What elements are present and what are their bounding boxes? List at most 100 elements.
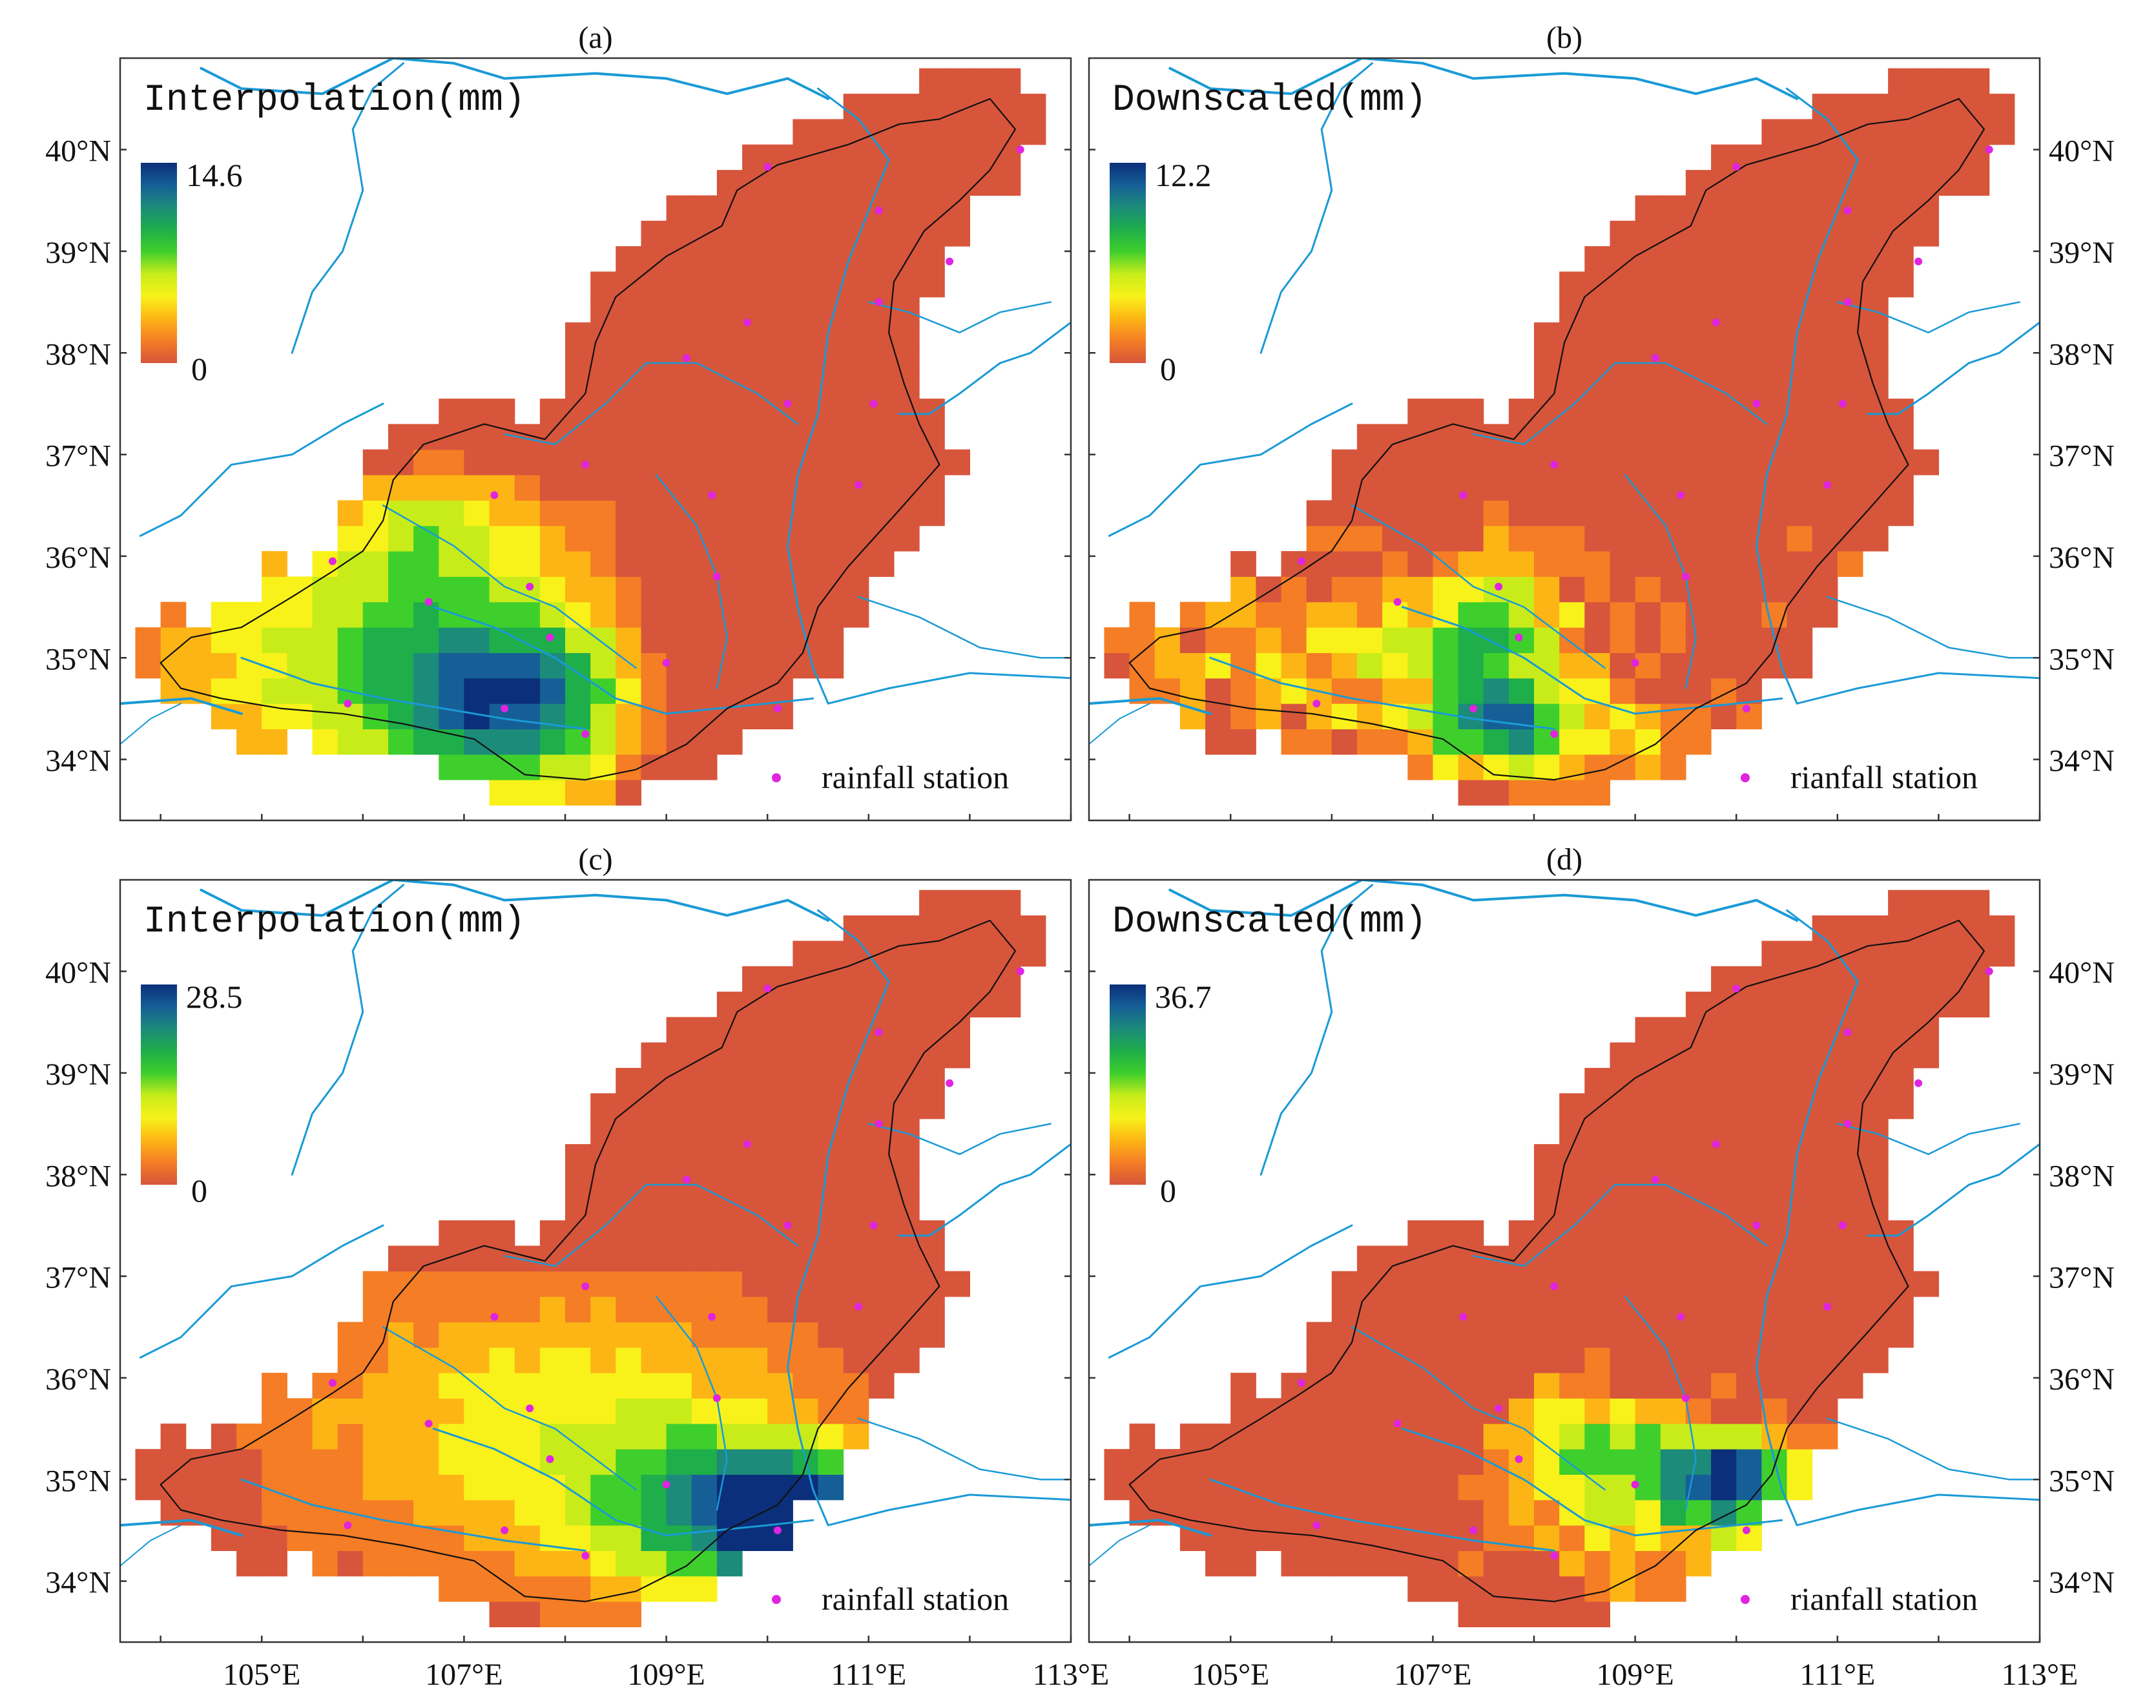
grid-cell xyxy=(616,373,641,399)
grid-cell xyxy=(1863,373,1889,399)
grid-cell xyxy=(590,500,616,526)
grid-cell xyxy=(1913,966,1939,992)
grid-cell xyxy=(944,890,970,916)
grid-cell xyxy=(439,1347,464,1373)
grid-cell xyxy=(691,1373,718,1399)
grid-cell xyxy=(691,1144,718,1170)
river-line xyxy=(787,909,1071,1526)
grid-cell xyxy=(894,1297,920,1322)
grid-cell xyxy=(1205,1423,1231,1450)
grid-cell xyxy=(742,1499,768,1526)
grid-cell xyxy=(1787,1042,1813,1068)
grid-cell xyxy=(641,1245,667,1272)
grid-cell xyxy=(312,678,338,704)
grid-cell xyxy=(1635,1118,1661,1145)
grid-cell xyxy=(590,576,616,603)
grid-cell xyxy=(666,576,692,603)
grid-cell xyxy=(1610,297,1636,323)
grid-cell xyxy=(666,246,692,272)
map-content xyxy=(120,880,1071,1627)
grid-cell xyxy=(1559,1118,1585,1145)
grid-cell xyxy=(185,1449,212,1475)
precipitation-grid xyxy=(135,68,1046,806)
grid-cell xyxy=(969,68,996,94)
grid-cell xyxy=(1508,1322,1535,1348)
grid-cell xyxy=(1610,1297,1636,1322)
grid-cell xyxy=(1863,144,1889,171)
grid-cell xyxy=(616,1322,641,1348)
grid-cell xyxy=(337,627,364,653)
grid-cell xyxy=(641,1042,667,1068)
grid-cell xyxy=(1534,322,1560,348)
grid-cell xyxy=(995,966,1021,992)
grid-cell xyxy=(413,1297,439,1322)
grid-cell xyxy=(894,220,920,247)
river-line xyxy=(867,301,1052,334)
grid-cell xyxy=(1787,551,1813,577)
grid-cell xyxy=(1610,1474,1636,1501)
grid-cell xyxy=(1584,703,1610,729)
grid-cell xyxy=(1306,1449,1332,1475)
grid-cell xyxy=(666,1297,692,1322)
grid-cell xyxy=(1458,449,1484,475)
grid-cell xyxy=(1483,500,1509,526)
grid-cell xyxy=(388,1550,414,1577)
grid-cell xyxy=(590,601,616,628)
grid-cell xyxy=(1256,1474,1282,1501)
grid-cell xyxy=(1938,992,1965,1017)
grid-cell xyxy=(1483,1525,1509,1551)
grid-cell xyxy=(1761,1220,1788,1246)
grid-cell xyxy=(1736,1245,1762,1272)
grid-cell xyxy=(1660,373,1686,399)
grid-cell xyxy=(894,966,920,992)
grid-cell xyxy=(767,627,793,653)
station-point xyxy=(743,318,751,327)
grid-cell xyxy=(1761,246,1788,272)
grid-cell xyxy=(1559,297,1585,323)
grid-cell xyxy=(1433,475,1459,501)
grid-cell xyxy=(590,373,616,399)
grid-cell xyxy=(666,703,692,729)
grid-cell xyxy=(1306,1398,1332,1424)
grid-cell xyxy=(894,1347,920,1373)
river-line xyxy=(200,58,830,100)
grid-cell xyxy=(1761,1118,1788,1145)
grid-cell xyxy=(539,1550,566,1577)
legend-station-marker xyxy=(1741,1595,1750,1604)
grid-cell xyxy=(716,1373,743,1399)
grid-cell xyxy=(1458,1347,1484,1373)
grid-cell xyxy=(742,525,768,552)
grid-cell xyxy=(1787,1169,1813,1196)
station-point xyxy=(875,1120,883,1128)
grid-cell xyxy=(1433,399,1459,424)
grid-cell xyxy=(944,1042,970,1068)
grid-cell xyxy=(641,1271,667,1297)
grid-cell xyxy=(1559,271,1585,298)
grid-cell xyxy=(1938,915,1965,941)
station-point xyxy=(1495,1404,1503,1413)
grid-cell xyxy=(616,754,641,780)
grid-cell xyxy=(716,1449,743,1475)
river-line xyxy=(1472,362,1768,446)
grid-cell xyxy=(135,652,161,679)
grid-cell xyxy=(1812,576,1838,603)
grid-cell xyxy=(1837,500,1863,526)
grid-cell xyxy=(1256,601,1282,628)
grid-cell xyxy=(1635,729,1661,755)
grid-cell xyxy=(1559,1347,1585,1373)
grid-cell xyxy=(1534,475,1560,501)
grid-cell xyxy=(1559,449,1585,475)
grid-cell xyxy=(691,1576,718,1602)
grid-cell xyxy=(818,144,844,171)
grid-cell xyxy=(843,170,869,196)
grid-cell xyxy=(464,399,490,424)
grid-cell xyxy=(818,941,844,967)
grid-cell xyxy=(1787,1271,1813,1297)
grid-cell xyxy=(1660,1373,1686,1399)
station-point xyxy=(490,491,499,499)
grid-cell xyxy=(1787,246,1813,272)
grid-cell xyxy=(1660,1042,1686,1068)
station-point xyxy=(763,984,772,993)
